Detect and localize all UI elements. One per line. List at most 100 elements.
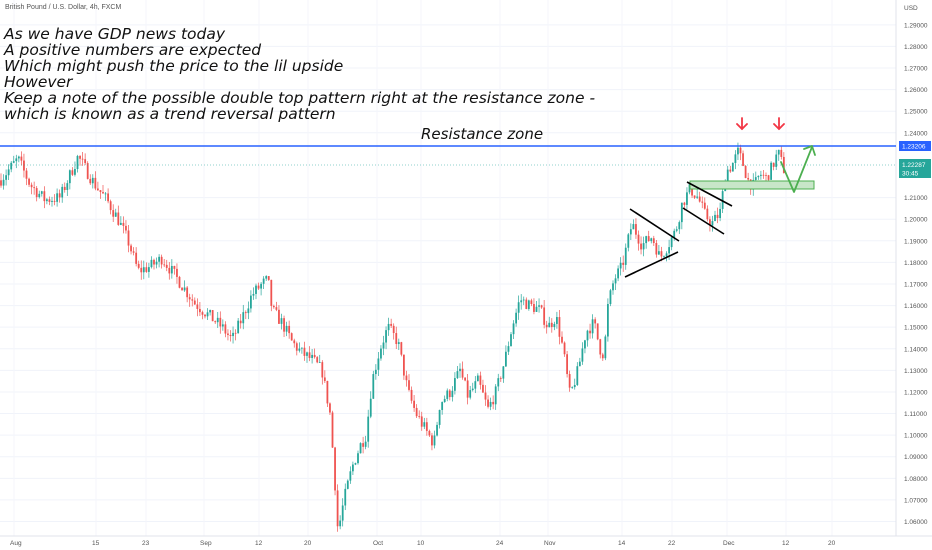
time-tick-label: Sep — [200, 540, 212, 547]
candle-body — [448, 390, 451, 398]
candle-body — [122, 222, 125, 226]
candle-body — [469, 390, 472, 398]
candle-body — [418, 416, 421, 417]
candle-body — [637, 234, 640, 244]
annotation-line: However — [4, 73, 73, 91]
candle-body — [403, 354, 405, 376]
candle-body — [456, 371, 459, 379]
price-tick-label: 1.18000 — [904, 260, 928, 267]
double-top-arrow-left[interactable] — [736, 117, 748, 131]
candle-body — [431, 435, 433, 446]
triangle-pattern[interactable] — [624, 208, 680, 278]
last-price-tag: 1.22287 30:45 — [899, 159, 931, 178]
candle-body — [81, 158, 84, 160]
svg-text:1.23206: 1.23206 — [902, 144, 926, 151]
candle-body — [566, 354, 568, 375]
candle-body — [385, 330, 387, 343]
candle-body — [165, 264, 168, 268]
candle-body — [527, 300, 530, 309]
annotation-text[interactable]: As we have GDP news today A positive num… — [4, 26, 595, 122]
candle-body — [538, 305, 540, 307]
candle-body — [2, 179, 5, 186]
candle-body — [341, 505, 344, 521]
candle-body — [543, 307, 546, 325]
candle-body — [719, 208, 721, 219]
candle-body — [390, 323, 393, 326]
candle-body — [125, 225, 127, 231]
price-tick-label: 1.20000 — [904, 217, 928, 224]
candle-body — [303, 347, 306, 356]
candle-body — [499, 378, 502, 379]
candle-body — [313, 354, 316, 358]
candle-body — [584, 340, 586, 349]
time-axis[interactable]: Aug 15 23 Sep 12 20 Oct 10 24 Nov 14 22 Dec 12 20 — [10, 540, 836, 547]
candle-body — [517, 302, 520, 313]
candle-body — [357, 453, 359, 464]
candle-body — [772, 162, 775, 167]
candle-body — [691, 184, 693, 196]
candle-body — [323, 377, 326, 381]
candle-body — [696, 196, 699, 198]
candle-body — [216, 317, 219, 323]
projection-path[interactable] — [780, 145, 816, 193]
candle-body — [316, 357, 319, 363]
candle-body — [558, 317, 561, 337]
candle-body — [489, 401, 492, 407]
candle-body — [48, 199, 51, 202]
candle-body — [346, 480, 349, 489]
candle-body — [400, 342, 403, 355]
candle-body — [354, 463, 357, 465]
candle-body — [433, 435, 436, 446]
price-tick-label: 1.25000 — [904, 109, 928, 116]
support-zone-box[interactable] — [689, 180, 815, 190]
double-top-arrow-right[interactable] — [773, 117, 785, 131]
candle-body — [619, 262, 622, 269]
candle-body — [629, 229, 632, 235]
resistance-zone-label[interactable]: Resistance zone — [421, 125, 544, 143]
candle-body — [247, 308, 250, 314]
candle-body — [520, 300, 523, 303]
candle-body — [742, 153, 744, 166]
candle-body — [221, 324, 224, 327]
candle-body — [568, 374, 571, 388]
price-tick-label: 1.16000 — [904, 303, 928, 310]
candle-body — [252, 293, 255, 296]
candle-body — [454, 378, 456, 391]
candle-body — [410, 389, 413, 401]
candle-body — [178, 276, 181, 288]
candle-body — [494, 386, 497, 405]
candle-body — [627, 234, 630, 248]
candle-body — [137, 263, 140, 268]
candle-body — [196, 304, 199, 309]
candle-body — [237, 320, 240, 334]
annotation-line: As we have GDP news today — [4, 25, 226, 43]
candle-body — [757, 175, 760, 178]
candle-body — [693, 195, 696, 198]
candle-body — [23, 160, 25, 171]
candle-body — [160, 256, 163, 265]
candle-body — [471, 388, 474, 391]
candle-body — [242, 312, 245, 324]
candle-body — [20, 156, 23, 161]
candle-body — [33, 187, 36, 189]
flag-pattern[interactable] — [682, 181, 733, 235]
candle-body — [777, 149, 780, 155]
candle-body — [530, 300, 533, 305]
candle-body — [655, 243, 658, 255]
candle-body — [153, 259, 155, 265]
candle-body — [377, 358, 380, 370]
price-tick-label: 1.09000 — [904, 454, 928, 461]
candle-body — [737, 147, 739, 155]
candle-body — [479, 375, 482, 385]
price-axis[interactable]: 1.29000 1.28000 1.27000 1.26000 1.25000 1.240… — [904, 22, 928, 526]
candle-body — [372, 374, 375, 399]
candle-body — [599, 339, 602, 355]
candle-body — [413, 400, 415, 408]
candle-body — [362, 443, 364, 447]
candle-body — [250, 295, 252, 309]
candle-body — [482, 384, 484, 393]
price-tick-label: 1.14000 — [904, 346, 928, 353]
candle-body — [635, 224, 637, 235]
candle-body — [66, 183, 69, 190]
